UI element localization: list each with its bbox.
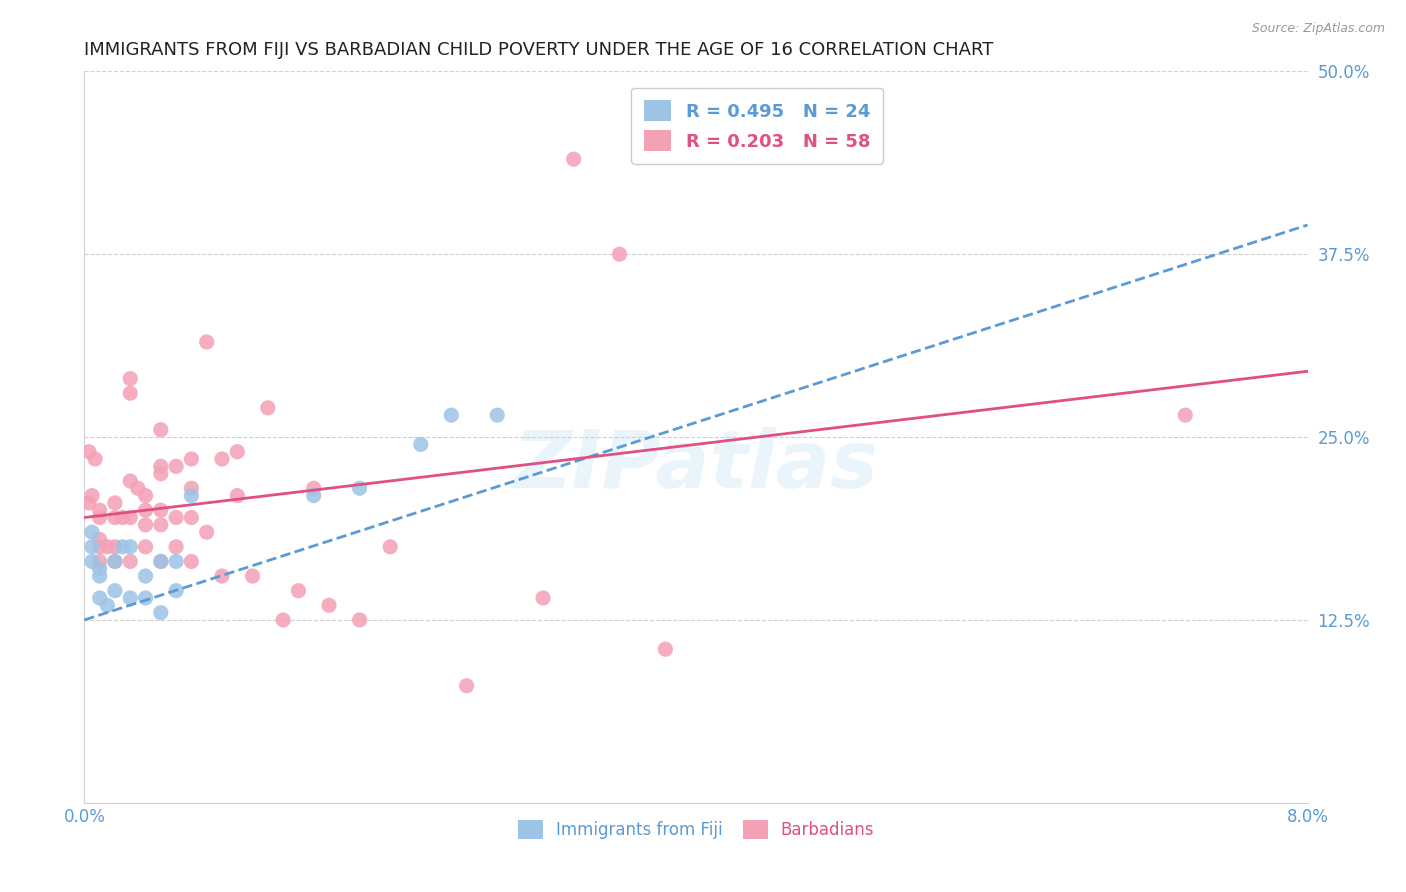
Point	[77, 496, 100, 510]
Point	[149, 554, 172, 568]
Point	[80, 525, 103, 540]
Point	[120, 540, 142, 554]
Point	[77, 444, 100, 458]
Point	[120, 510, 142, 524]
Point	[89, 562, 111, 576]
Point	[135, 503, 157, 517]
Point	[165, 554, 187, 568]
Point	[120, 386, 142, 401]
Point	[302, 481, 325, 495]
Point	[84, 452, 107, 467]
Point	[226, 489, 249, 503]
Point	[135, 517, 157, 532]
Point	[287, 583, 309, 598]
Point	[180, 481, 202, 495]
Point	[80, 540, 103, 554]
Point	[96, 599, 118, 613]
Point	[89, 554, 111, 568]
Point	[226, 444, 249, 458]
Point	[180, 554, 202, 568]
Point	[180, 510, 202, 524]
Legend: Immigrants from Fiji, Barbadians: Immigrants from Fiji, Barbadians	[508, 810, 884, 849]
Point	[149, 503, 172, 517]
Point	[165, 459, 187, 474]
Point	[104, 510, 127, 524]
Point	[89, 533, 111, 547]
Point	[120, 554, 142, 568]
Point	[180, 489, 202, 503]
Point	[195, 525, 218, 540]
Point	[96, 540, 118, 554]
Point	[120, 591, 142, 605]
Point	[211, 452, 233, 467]
Text: IMMIGRANTS FROM FIJI VS BARBADIAN CHILD POVERTY UNDER THE AGE OF 16 CORRELATION : IMMIGRANTS FROM FIJI VS BARBADIAN CHILD …	[84, 41, 994, 59]
Text: ZIPatlas: ZIPatlas	[513, 427, 879, 506]
Point	[135, 569, 157, 583]
Point	[104, 583, 127, 598]
Point	[149, 554, 172, 568]
Point	[135, 591, 157, 605]
Point	[165, 540, 187, 554]
Point	[120, 371, 142, 385]
Point	[531, 591, 554, 605]
Point	[349, 613, 371, 627]
Point	[318, 599, 340, 613]
Point	[149, 459, 172, 474]
Point	[380, 540, 402, 554]
Point	[89, 591, 111, 605]
Point	[409, 437, 432, 451]
Point	[486, 408, 509, 422]
Point	[654, 642, 676, 657]
Point	[211, 569, 233, 583]
Text: Source: ZipAtlas.com: Source: ZipAtlas.com	[1251, 22, 1385, 36]
Point	[165, 510, 187, 524]
Point	[111, 510, 134, 524]
Point	[120, 474, 142, 488]
Point	[80, 554, 103, 568]
Point	[111, 540, 134, 554]
Point	[104, 554, 127, 568]
Point	[195, 334, 218, 349]
Point	[149, 423, 172, 437]
Point	[562, 152, 585, 166]
Point	[89, 510, 111, 524]
Point	[104, 540, 127, 554]
Point	[135, 540, 157, 554]
Point	[80, 489, 103, 503]
Point	[149, 606, 172, 620]
Point	[127, 481, 149, 495]
Point	[257, 401, 280, 415]
Point	[456, 679, 478, 693]
Point	[1174, 408, 1197, 422]
Point	[180, 452, 202, 467]
Point	[89, 540, 111, 554]
Point	[89, 503, 111, 517]
Point	[104, 554, 127, 568]
Point	[440, 408, 463, 422]
Point	[242, 569, 264, 583]
Point	[302, 489, 325, 503]
Point	[89, 569, 111, 583]
Point	[271, 613, 294, 627]
Point	[135, 489, 157, 503]
Point	[149, 467, 172, 481]
Point	[609, 247, 631, 261]
Point	[349, 481, 371, 495]
Point	[104, 496, 127, 510]
Point	[149, 517, 172, 532]
Point	[165, 583, 187, 598]
